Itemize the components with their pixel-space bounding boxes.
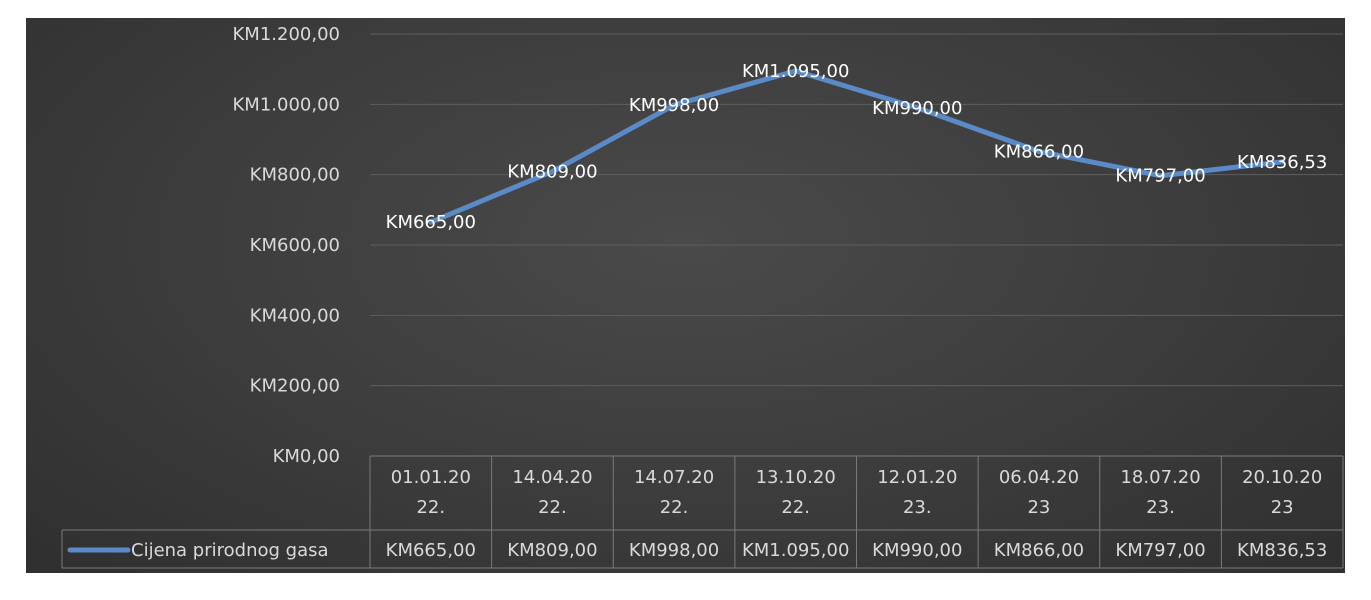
x-category-label: 20.10.20 23 [1242,467,1322,518]
table-value: KM665,00 [386,540,476,561]
chart-panel [26,18,1345,573]
data-point [1279,159,1285,165]
x-category-label: 14.07.20 22. [634,467,714,518]
x-category-label: 12.01.20 23. [877,467,957,518]
data-point [671,102,677,108]
series-line [428,68,1285,225]
data-label: KM1.095,00 [742,61,850,82]
data-label: KM809,00 [507,162,597,183]
data-label: KM797,00 [1115,166,1205,187]
legend-series-name: Cijena prirodnog gasa [131,540,329,561]
y-tick-label: KM400,00 [250,305,340,326]
x-category-label: 06.04.20 23 [999,467,1079,518]
data-point [428,219,434,225]
data-label: KM836,53 [1237,152,1327,173]
table-value: KM797,00 [1115,540,1205,561]
data-point [1158,173,1164,179]
y-tick-label: KM1.000,00 [233,94,341,115]
data-point [793,68,799,74]
table-value: KM866,00 [994,540,1084,561]
table-value: KM998,00 [629,540,719,561]
data-label: KM990,00 [872,98,962,119]
y-tick-label: KM800,00 [250,165,340,186]
x-category-label: 14.04.20 22. [512,467,592,518]
table-value: KM990,00 [872,540,962,561]
y-tick-label: KM600,00 [250,235,340,256]
x-category-label: 13.10.20 22. [756,467,836,518]
data-labels: KM665,00 KM809,00 KM998,00 KM1.095,00 KM990,… [386,61,1328,233]
x-category-label: 18.07.20 23. [1120,467,1200,518]
x-category-label: 01.01.20 22. [391,467,471,518]
y-tick-label: KM200,00 [250,376,340,397]
data-label: KM866,00 [994,141,1084,162]
y-axis-tick-labels: KM0,00 KM200,00 KM400,00 KM600,00 KM800,00 KM… [233,24,341,467]
gridlines [370,33,1343,387]
data-label: KM998,00 [629,95,719,116]
table-value: KM1.095,00 [742,540,850,561]
table-value: KM836,53 [1237,540,1327,561]
data-point [1036,148,1042,154]
data-table: 01.01.20 22. 14.04.20 22. 14.07.20 22. 13.10.2… [61,455,1344,569]
data-label: KM665,00 [386,212,476,233]
series-line-layer [428,68,1285,225]
y-tick-label: KM1.200,00 [233,24,341,45]
data-point [549,169,555,175]
data-point [914,105,920,111]
table-value: KM809,00 [507,540,597,561]
y-tick-label: KM0,00 [273,446,340,467]
